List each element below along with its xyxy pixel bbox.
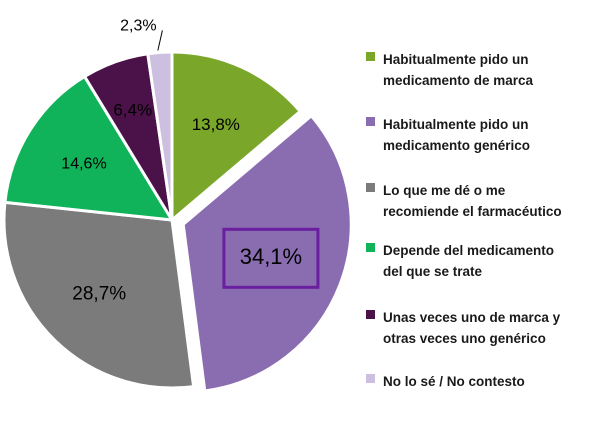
label-dont-know: 2,3% [120,18,156,35]
label-sometimes: 6,4% [113,100,152,119]
slice-depends [3,74,175,222]
legend-swatch-depends [366,243,375,252]
legend-swatch-pharmacist [366,183,375,192]
label-brand: 13,8% [192,115,240,134]
legend-label-generic: Habitualmente pido un medicamento genéri… [383,117,531,153]
highlight-box [222,227,320,289]
legend-swatch-brand [366,52,375,61]
label-depends: 14,6% [61,155,106,172]
legend-label-depends: Depende del medicamento del que se trate [383,243,555,279]
legend-swatch-dont-know [366,374,375,383]
legend-label-brand: Habitualmente pido un medicamento de mar… [383,52,534,88]
leader-line-dont-know [157,30,163,51]
slice-dont-know [146,50,174,221]
slice-generic [181,113,353,393]
slice-brand [170,50,303,224]
legend-label-pharmacist: Lo que me dé o me recomiende el farmacéu… [383,183,562,219]
legend-swatch-generic [366,117,375,126]
slice-pharmacist [2,200,196,390]
legend-swatch-sometimes [366,310,375,319]
legend-label-sometimes: Unas veces uno de marca y otras veces un… [383,310,561,346]
label-pharmacist: 28,7% [72,284,126,305]
label-generic: 34,1% [240,244,302,269]
legend-label-dont-know: No lo sé / No contesto [383,374,525,389]
